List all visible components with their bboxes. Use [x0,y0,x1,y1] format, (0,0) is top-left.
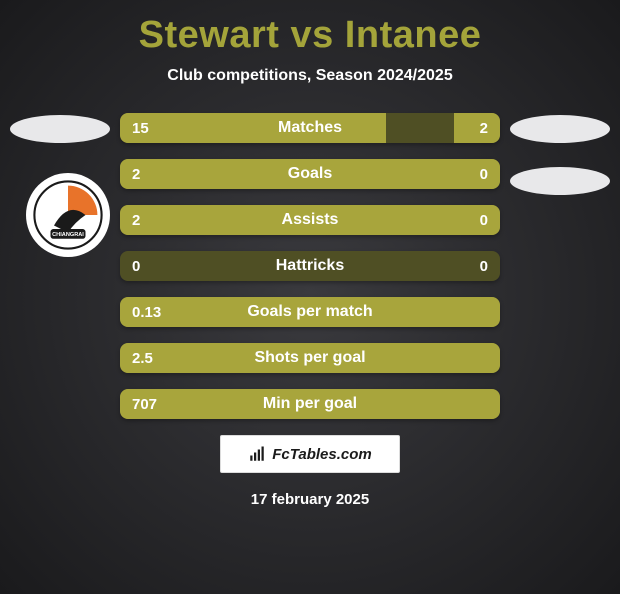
stat-row: 0Hattricks0 [120,251,500,281]
stat-left-value: 15 [120,120,200,137]
stat-label: Shots per goal [200,349,420,367]
club-logo-icon: CHIANGRAI [33,180,103,250]
comparison-panel: CHIANGRAI 15Matches22Goals02Assists00Hat… [0,113,620,508]
stat-right-value: 0 [420,166,500,183]
chart-icon [248,445,266,463]
stat-row: 2.5Shots per goal [120,343,500,373]
stat-row: 2Goals0 [120,159,500,189]
club-left-badge: CHIANGRAI [26,173,110,257]
stat-right-value: 0 [420,212,500,229]
stat-label: Min per goal [200,395,420,413]
stat-right-value: 2 [420,120,500,137]
stat-left-value: 707 [120,396,200,413]
stat-label: Hattricks [200,257,420,275]
stat-row: 2Assists0 [120,205,500,235]
stat-row: 0.13Goals per match [120,297,500,327]
stat-left-value: 0.13 [120,304,200,321]
brand-badge[interactable]: FcTables.com [220,435,400,473]
stat-left-value: 2 [120,212,200,229]
stat-label: Matches [200,119,420,137]
player-left-placeholder [10,115,110,143]
club-right-placeholder [510,167,610,195]
stat-label: Goals per match [200,303,420,321]
date-text: 17 february 2025 [0,491,620,508]
stat-left-value: 2.5 [120,350,200,367]
page-subtitle: Club competitions, Season 2024/2025 [0,67,620,85]
brand-text: FcTables.com [272,446,371,463]
stat-row: 15Matches2 [120,113,500,143]
page-title: Stewart vs Intanee [0,14,620,57]
stat-label: Goals [200,165,420,183]
stat-right-value: 0 [420,258,500,275]
svg-text:CHIANGRAI: CHIANGRAI [52,232,84,238]
player-right-placeholder [510,115,610,143]
stat-row: 707Min per goal [120,389,500,419]
stat-label: Assists [200,211,420,229]
stat-left-value: 0 [120,258,200,275]
stat-left-value: 2 [120,166,200,183]
stat-bars: 15Matches22Goals02Assists00Hattricks00.1… [120,113,500,419]
